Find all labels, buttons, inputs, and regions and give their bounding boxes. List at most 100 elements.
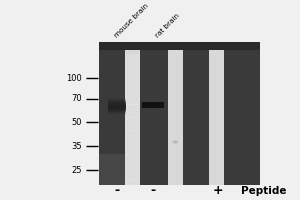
Bar xyxy=(108,107,126,109)
Bar xyxy=(125,146,140,148)
Text: 35: 35 xyxy=(71,142,82,151)
Bar xyxy=(125,154,140,157)
Bar xyxy=(125,183,140,185)
Bar xyxy=(125,159,140,161)
Bar xyxy=(183,42,209,50)
Bar xyxy=(140,42,168,50)
Bar xyxy=(224,49,260,185)
Bar xyxy=(168,42,183,50)
Bar xyxy=(125,133,140,135)
Bar xyxy=(125,72,140,74)
Bar xyxy=(125,76,140,78)
Bar xyxy=(108,98,126,100)
Bar xyxy=(125,148,140,150)
Bar xyxy=(125,87,140,89)
Text: 70: 70 xyxy=(71,94,82,103)
Bar xyxy=(183,49,209,185)
Bar xyxy=(108,112,126,113)
Bar xyxy=(125,78,140,81)
Bar xyxy=(108,100,126,102)
Bar xyxy=(108,111,126,112)
Bar xyxy=(125,65,140,68)
Text: 100: 100 xyxy=(66,74,82,83)
Bar xyxy=(125,81,140,83)
Bar xyxy=(140,49,168,185)
Bar xyxy=(108,105,126,107)
Bar xyxy=(125,91,140,94)
Bar xyxy=(125,180,140,183)
Bar xyxy=(125,104,140,107)
Bar xyxy=(224,42,260,50)
Text: +: + xyxy=(212,184,223,197)
Bar xyxy=(125,42,140,50)
Bar xyxy=(108,100,126,102)
Bar xyxy=(125,128,140,131)
Text: 25: 25 xyxy=(71,166,82,175)
Bar xyxy=(108,104,126,106)
Text: rat brain: rat brain xyxy=(155,13,181,39)
Bar xyxy=(125,122,140,124)
Bar xyxy=(100,49,125,185)
Bar xyxy=(125,139,140,141)
Text: Peptide: Peptide xyxy=(241,186,287,196)
Bar xyxy=(125,102,140,105)
Bar xyxy=(108,110,126,111)
Bar xyxy=(125,85,140,87)
Bar xyxy=(125,109,140,111)
Bar xyxy=(125,68,140,70)
Bar xyxy=(125,61,140,63)
Bar xyxy=(125,83,140,85)
Bar xyxy=(125,144,140,146)
Bar xyxy=(125,152,140,154)
Bar xyxy=(125,70,140,72)
Bar xyxy=(125,167,140,170)
Bar xyxy=(125,94,140,96)
Bar xyxy=(125,111,140,113)
Bar xyxy=(125,120,140,122)
Bar xyxy=(125,89,140,91)
Bar xyxy=(168,49,183,185)
Bar xyxy=(108,107,126,108)
Bar xyxy=(108,99,126,101)
Bar xyxy=(108,102,126,104)
Bar xyxy=(125,137,140,139)
Bar xyxy=(209,49,224,185)
Bar xyxy=(125,74,140,76)
Bar xyxy=(125,113,140,115)
Bar xyxy=(125,170,140,172)
Bar xyxy=(125,57,140,59)
Bar xyxy=(108,109,126,110)
Bar xyxy=(125,126,140,128)
Bar xyxy=(125,157,140,159)
Bar xyxy=(125,174,140,176)
Bar xyxy=(125,165,140,167)
Bar xyxy=(100,42,125,50)
Bar xyxy=(108,108,126,110)
Bar xyxy=(108,106,126,107)
Bar xyxy=(125,130,140,133)
Bar xyxy=(108,102,126,104)
Bar xyxy=(108,114,126,115)
Circle shape xyxy=(172,140,178,144)
Bar xyxy=(142,102,164,108)
Bar xyxy=(108,99,126,101)
Bar xyxy=(125,135,140,137)
Bar xyxy=(125,117,140,120)
Bar xyxy=(125,163,140,165)
Bar xyxy=(108,111,126,113)
Bar xyxy=(125,161,140,163)
Bar xyxy=(125,176,140,178)
Bar xyxy=(125,141,140,144)
Bar xyxy=(125,49,140,185)
Bar xyxy=(108,112,126,114)
Bar xyxy=(108,113,126,115)
Bar xyxy=(108,104,126,105)
Bar xyxy=(108,98,126,100)
Text: -: - xyxy=(150,184,155,197)
Bar xyxy=(125,98,140,100)
Bar xyxy=(125,150,140,152)
Bar xyxy=(125,96,140,98)
Bar xyxy=(125,172,140,174)
Bar xyxy=(108,110,126,112)
Bar xyxy=(125,115,140,118)
